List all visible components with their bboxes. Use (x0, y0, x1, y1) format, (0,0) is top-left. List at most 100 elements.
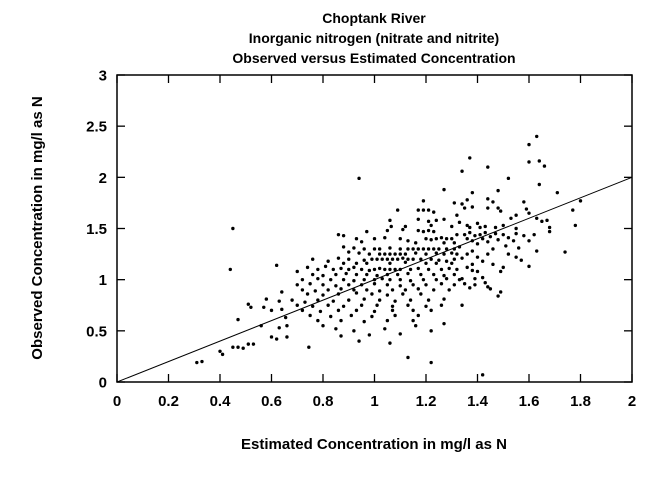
data-point (470, 190, 475, 195)
data-point (411, 308, 415, 313)
data-point (398, 252, 402, 256)
data-point (280, 290, 284, 294)
data-point (491, 200, 495, 204)
data-point (352, 246, 356, 250)
data-point (398, 267, 402, 272)
data-point (321, 283, 325, 287)
data-point (414, 251, 418, 255)
data-point (416, 266, 420, 271)
data-point (390, 257, 395, 261)
y-tick-label: 3 (99, 68, 107, 85)
data-point (389, 224, 393, 229)
data-point (311, 304, 315, 308)
data-point (535, 134, 539, 139)
data-point (414, 324, 418, 328)
data-point (362, 277, 366, 282)
data-point (249, 305, 253, 309)
data-point (452, 241, 457, 245)
data-point (264, 297, 269, 301)
data-point (437, 247, 441, 251)
data-point (416, 287, 420, 291)
data-point (486, 206, 490, 210)
data-point (321, 324, 325, 328)
data-point (318, 309, 323, 314)
data-point (331, 267, 335, 272)
data-point (408, 267, 413, 272)
data-point (367, 252, 372, 256)
data-point (414, 241, 418, 245)
data-point (277, 299, 281, 303)
data-point (377, 252, 382, 256)
data-point (527, 239, 531, 243)
data-point (357, 339, 361, 343)
x-tick-label: 0.2 (158, 393, 179, 410)
data-point (437, 258, 441, 262)
data-point (493, 225, 498, 230)
data-point (429, 238, 433, 242)
data-point (403, 224, 408, 229)
data-point (269, 308, 274, 313)
data-point (393, 252, 397, 256)
data-point (439, 267, 444, 272)
data-point (416, 228, 420, 233)
data-point (486, 197, 490, 201)
data-point (416, 313, 420, 318)
data-point (334, 327, 338, 331)
data-point (274, 337, 279, 341)
data-point (236, 317, 240, 322)
data-point (372, 282, 377, 286)
data-point (295, 269, 299, 274)
data-point (372, 277, 377, 282)
data-point (241, 346, 245, 350)
data-point (480, 237, 485, 241)
x-tick-label: 0.6 (261, 393, 282, 410)
data-point (457, 245, 462, 249)
data-point (388, 252, 392, 256)
data-point (375, 303, 379, 307)
data-point (388, 277, 392, 282)
data-point (352, 278, 356, 283)
data-point (470, 205, 475, 209)
data-point (375, 273, 379, 278)
data-point (527, 264, 531, 269)
data-point (432, 288, 436, 292)
data-point (370, 314, 374, 319)
data-point (377, 247, 382, 251)
data-point (383, 236, 387, 240)
data-point (251, 342, 256, 346)
x-tick-label: 1.4 (467, 393, 489, 410)
data-point (390, 304, 395, 308)
data-point (460, 303, 464, 307)
data-point (517, 246, 521, 250)
y-tick-label: 0 (99, 375, 107, 392)
data-point (246, 302, 251, 306)
data-point (434, 218, 438, 223)
data-point (385, 318, 390, 323)
data-point (339, 334, 343, 338)
data-point (450, 251, 454, 255)
data-point (462, 232, 467, 237)
data-point (398, 284, 402, 288)
data-point (372, 309, 377, 314)
data-point (429, 308, 433, 313)
data-point (295, 303, 299, 307)
data-point (316, 298, 320, 302)
data-point (339, 266, 343, 271)
x-tick-label: 2 (628, 393, 636, 410)
data-point (334, 272, 338, 277)
data-point (444, 247, 449, 251)
data-point (470, 249, 475, 253)
data-point (195, 360, 199, 365)
data-point (354, 291, 359, 295)
data-point (313, 289, 317, 293)
data-point (385, 293, 390, 297)
data-point (408, 278, 413, 283)
data-point (383, 327, 387, 331)
data-point (424, 304, 428, 308)
data-point (424, 237, 428, 241)
data-point (498, 290, 503, 294)
chart-title-line3: Observed versus Estimated Concentration (232, 50, 515, 66)
data-point (429, 329, 433, 333)
